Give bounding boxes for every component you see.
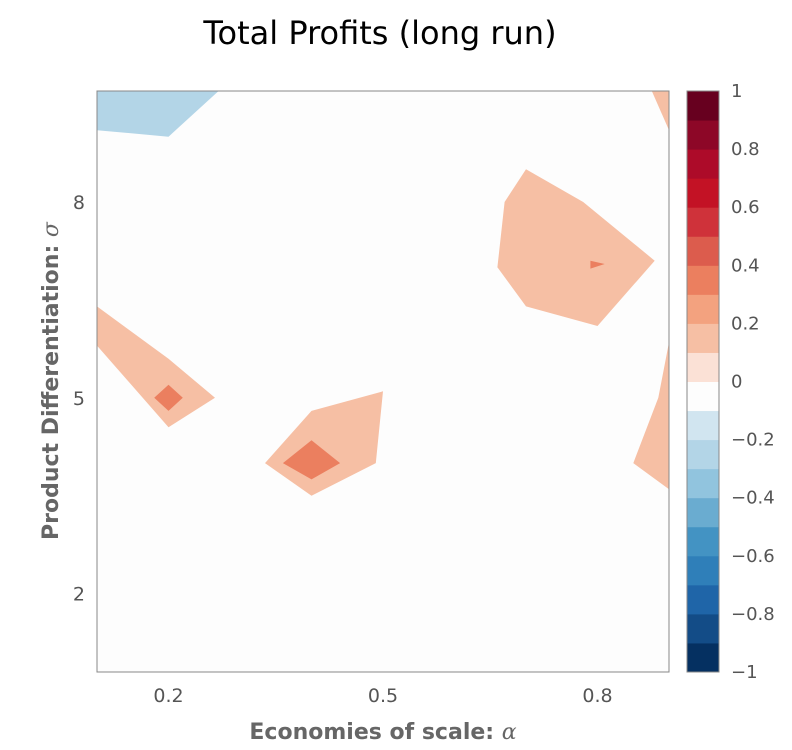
colorbar-frame — [686, 90, 720, 673]
colorbar-band — [687, 497, 719, 528]
colorbar-band — [687, 584, 719, 615]
contour-region-2 — [97, 306, 215, 428]
x-tick-label: 0.8 — [582, 685, 612, 707]
plot-frame — [96, 90, 670, 673]
colorbar-band — [687, 149, 719, 179]
y-tick-label: 2 — [73, 584, 85, 606]
colorbar-tick-label: 0.6 — [731, 197, 760, 218]
colorbar-band — [687, 642, 719, 673]
colorbar-tick-label: −1 — [731, 662, 758, 683]
x-axis-ticks: 0.2 0.5 0.8 — [153, 685, 612, 707]
colorbar-band — [687, 120, 719, 150]
colorbar-tick-label: 1 — [731, 81, 742, 102]
y-axis-label: Product Differentiation: σ — [39, 221, 64, 540]
colorbar-tick-label: 0.8 — [731, 139, 760, 160]
colorbar-band — [687, 265, 719, 295]
contour-region-9 — [651, 91, 669, 131]
colorbar-tick-label: −0.2 — [731, 430, 775, 451]
x-axis-label: Economies of scale: α — [249, 720, 516, 745]
y-tick-label: 8 — [73, 192, 85, 214]
colorbar-ticks: 1 0.8 0.6 0.4 0.2 0 −0.2 −0.4 −0.6 −0.8 −1 — [731, 81, 775, 683]
colorbar-band — [687, 323, 719, 353]
colorbar-band — [687, 468, 719, 499]
contour-region-7 — [590, 260, 605, 269]
colorbar-band — [687, 381, 719, 412]
colorbar-tick-label: −0.6 — [731, 546, 775, 567]
contour-region-1 — [97, 91, 219, 137]
colorbar-band — [687, 294, 719, 324]
contour-region-5 — [282, 440, 341, 480]
colorbar: 1 0.8 0.6 0.4 0.2 0 −0.2 −0.4 −0.6 −0.8 −1 — [686, 81, 775, 683]
colorbar-band — [687, 178, 719, 208]
colorbar-tick-label: 0 — [731, 372, 742, 393]
colorbar-band — [687, 91, 719, 121]
colorbar-band — [687, 236, 719, 266]
x-tick-label: 0.5 — [368, 685, 398, 707]
y-axis-ticks: 2 5 8 — [73, 192, 85, 606]
colorbar-tick-label: 0.2 — [731, 313, 760, 334]
colorbar-tick-label: 0.4 — [731, 255, 760, 276]
contour-regions — [97, 91, 669, 496]
x-tick-label: 0.2 — [153, 685, 183, 707]
contour-region-8 — [633, 342, 669, 490]
colorbar-band — [687, 352, 719, 382]
colorbar-band — [687, 410, 719, 441]
colorbar-band — [687, 439, 719, 470]
colorbar-tick-label: −0.8 — [731, 604, 775, 625]
colorbar-band — [687, 613, 719, 644]
contour-region-3 — [154, 384, 183, 411]
colorbar-band — [687, 526, 719, 557]
chart-title: Total Profits (long run) — [203, 14, 557, 52]
plot-area — [96, 90, 670, 673]
colorbar-band — [687, 207, 719, 237]
y-tick-label: 5 — [73, 388, 85, 410]
contour-region-6 — [497, 169, 655, 326]
colorbar-bands — [687, 91, 719, 673]
colorbar-tick-label: −0.4 — [731, 488, 775, 509]
colorbar-band — [687, 555, 719, 586]
